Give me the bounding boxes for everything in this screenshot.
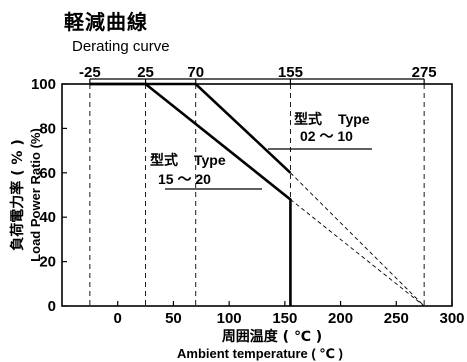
y-tick-label: 20 (39, 254, 56, 271)
top-tick-label: 275 (412, 64, 437, 81)
annotation-type-15-20-range: 15 ～ 20 (158, 171, 211, 187)
x-tick-label: 100 (217, 310, 242, 327)
y-tick-label: 80 (39, 120, 56, 137)
y-tick-label: 100 (31, 76, 56, 93)
x-tick-label: 300 (439, 310, 464, 327)
annotation-type-15-20-en: Type (194, 152, 226, 168)
chart-subtitle: Derating curve (72, 38, 170, 55)
x-tick-label: 0 (114, 310, 122, 327)
x-tick-label: 200 (328, 310, 353, 327)
x-axis-title: Ambient temperature ( ℃ ) (177, 346, 343, 361)
series-layer (89, 82, 425, 307)
series-type-02-10-extension (290, 172, 425, 307)
top-tick-label: 70 (187, 64, 204, 81)
y-axis-title: Load Power Ratio (%) (28, 128, 43, 262)
plot-area-frame (61, 83, 453, 307)
top-tick-label: 155 (278, 64, 303, 81)
x-tick-label: 250 (384, 310, 409, 327)
series-type-15-20-line (89, 82, 292, 306)
y-axis-title-jp: 負荷電力率 ( % ) (9, 139, 26, 250)
y-tick-label: 40 (39, 209, 56, 226)
annotation-type-02-10-jp: 型式 (294, 111, 322, 128)
y-tick-label: 0 (48, 298, 56, 315)
y-tick-label: 60 (39, 165, 56, 182)
annotation-type-02-10: 型式 Type 02 ～ 10 (268, 111, 372, 150)
annotation-type-02-10-range: 02 ～ 10 (300, 128, 353, 144)
top-tick-label: -25 (79, 64, 101, 81)
top-tick-label: 25 (137, 64, 154, 81)
annotation-type-15-20: 型式 Type 15 ～ 20 (150, 152, 262, 190)
x-axis-title-jp: 周囲温度 ( ℃ ) (222, 328, 322, 345)
grid (89, 84, 425, 306)
x-tick-label: 150 (272, 310, 297, 327)
annotation-type-15-20-jp: 型式 (150, 152, 178, 169)
chart-title: 軽減曲線 (64, 10, 148, 34)
tick-layer: -25 25 70 155 275 0 50 100 150 200 250 300 0 20 40 60 80… (31, 64, 465, 327)
series-type-02-10-line (89, 82, 292, 174)
x-tick-label: 50 (165, 310, 182, 327)
series-type-15-20-extension (290, 199, 425, 307)
annotation-type-02-10-en: Type (338, 111, 370, 127)
